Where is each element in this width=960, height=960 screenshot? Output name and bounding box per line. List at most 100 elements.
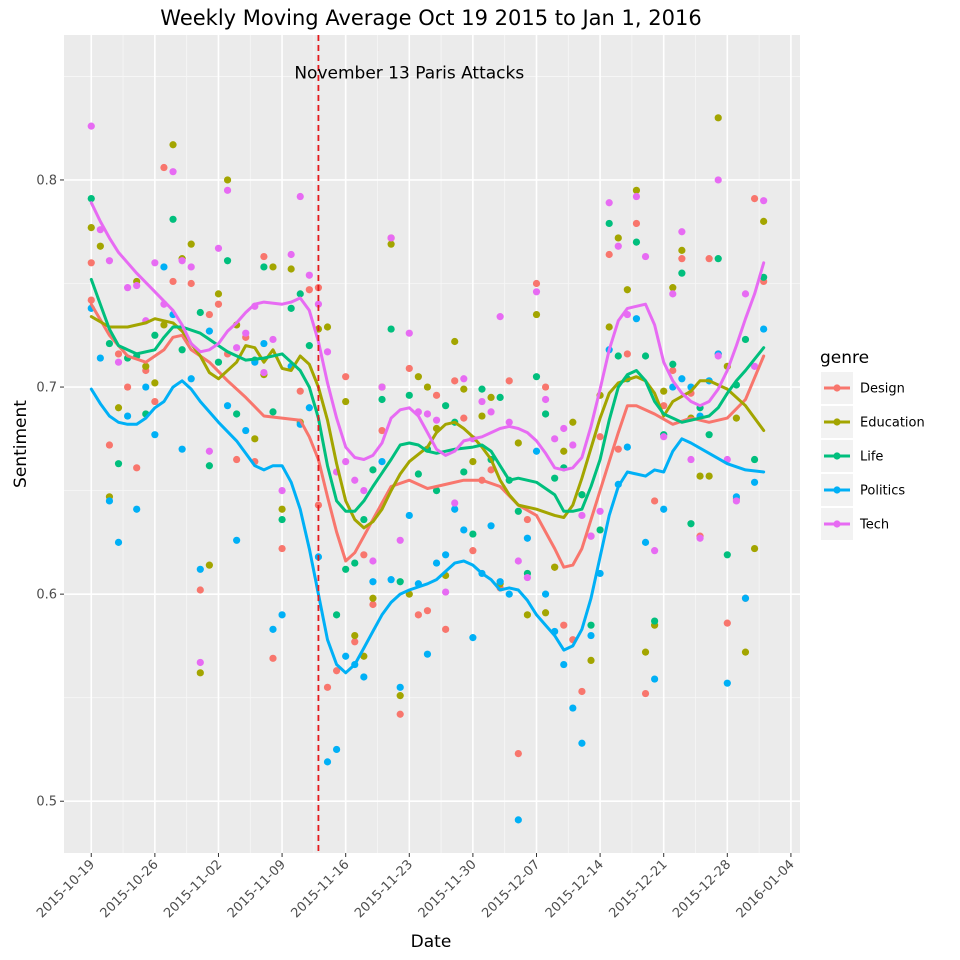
data-point — [260, 263, 268, 271]
data-point — [560, 660, 568, 669]
data-point — [478, 397, 486, 406]
data-point — [196, 308, 204, 317]
data-point — [760, 325, 768, 333]
data-point — [641, 538, 650, 546]
data-point — [541, 590, 550, 598]
data-point — [233, 455, 241, 464]
data-point — [87, 122, 95, 130]
data-point — [369, 600, 377, 609]
data-point — [432, 416, 441, 424]
data-point — [451, 337, 459, 346]
data-point — [505, 590, 513, 598]
data-point — [378, 458, 386, 466]
data-point — [405, 511, 413, 520]
data-point — [442, 551, 450, 559]
data-point — [396, 710, 404, 718]
data-point — [378, 383, 386, 391]
data-point — [723, 551, 731, 559]
data-point — [387, 325, 395, 333]
data-point — [641, 252, 650, 261]
data-point — [305, 404, 313, 412]
data-point — [541, 383, 550, 391]
data-point — [169, 215, 177, 223]
data-point — [269, 408, 277, 416]
data-point — [678, 269, 686, 277]
data-point — [432, 486, 441, 495]
data-point — [750, 544, 759, 553]
data-point — [233, 536, 241, 544]
data-point — [296, 290, 304, 298]
data-point — [187, 375, 195, 383]
data-point — [196, 658, 204, 667]
data-point — [723, 679, 731, 687]
data-point — [396, 578, 404, 586]
series-points-politics — [87, 263, 768, 824]
data-point — [405, 391, 413, 399]
data-point — [705, 472, 713, 480]
data-point — [705, 431, 713, 439]
data-point — [587, 532, 595, 540]
data-point — [160, 163, 168, 172]
data-point — [323, 348, 332, 356]
data-point — [332, 745, 341, 754]
data-point — [323, 683, 332, 691]
data-point — [423, 607, 432, 615]
data-point — [750, 362, 759, 370]
series-points-life — [87, 195, 768, 629]
y-tick-label: 0.6 — [36, 588, 57, 603]
data-point — [541, 410, 550, 418]
data-point — [442, 588, 450, 596]
data-point — [623, 443, 631, 451]
data-point — [105, 339, 114, 348]
data-point — [714, 176, 722, 184]
data-point — [614, 352, 622, 360]
data-point — [532, 373, 541, 381]
data-point — [687, 455, 695, 464]
data-point — [523, 515, 532, 524]
data-point — [114, 460, 123, 468]
data-point — [196, 669, 204, 677]
data-point — [351, 638, 359, 646]
data-point — [432, 559, 441, 567]
data-point — [460, 385, 468, 393]
data-point — [487, 393, 495, 402]
data-point — [278, 486, 286, 495]
data-point — [523, 534, 532, 542]
data-point — [105, 257, 114, 265]
data-point — [632, 219, 641, 228]
data-point — [187, 240, 195, 248]
legend-label-life: Life — [860, 450, 883, 465]
legend-key-point — [833, 452, 841, 460]
data-point — [460, 468, 468, 476]
data-point — [651, 617, 659, 625]
data-point — [87, 296, 95, 304]
data-point — [260, 339, 268, 348]
data-point — [205, 561, 213, 569]
data-point — [696, 472, 704, 480]
data-point — [233, 344, 241, 352]
data-point — [678, 246, 686, 254]
data-point — [396, 692, 404, 700]
legend-label-tech: Tech — [859, 518, 889, 533]
data-point — [269, 654, 277, 662]
data-point — [460, 526, 468, 534]
data-point — [714, 352, 722, 360]
data-point — [687, 520, 695, 528]
data-point — [369, 594, 377, 602]
data-point — [605, 199, 613, 207]
data-point — [451, 377, 459, 385]
x-axis-title: Date — [411, 932, 452, 952]
chart-title: Weekly Moving Average Oct 19 2015 to Jan… — [160, 6, 701, 30]
data-point — [342, 373, 350, 381]
data-point — [641, 648, 650, 656]
data-point — [178, 445, 186, 453]
data-point — [560, 621, 568, 629]
data-point — [551, 435, 559, 443]
data-point — [760, 273, 768, 281]
data-point — [678, 375, 686, 383]
data-point — [596, 526, 604, 534]
data-point — [442, 625, 450, 633]
data-point — [669, 366, 677, 375]
data-point — [214, 300, 223, 308]
